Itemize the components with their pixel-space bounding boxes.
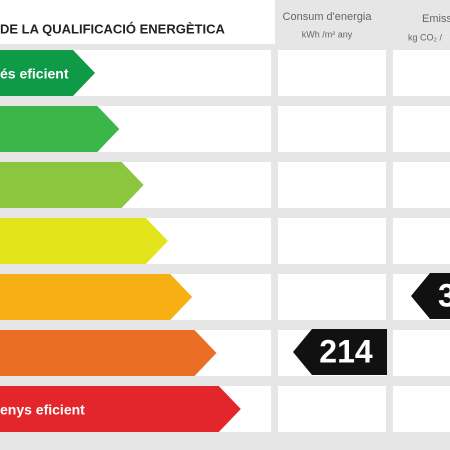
- rows: és eficient enys eficient: [0, 50, 450, 432]
- scale-label: és eficient: [0, 66, 69, 82]
- cell: [393, 50, 450, 96]
- rating-arrow: [293, 329, 387, 375]
- column-title: Consum d'energia: [283, 11, 373, 23]
- scale-label: enys eficient: [0, 402, 85, 418]
- class-arrow: [0, 330, 217, 376]
- cell: [393, 162, 450, 208]
- emissions-value: 3: [438, 277, 450, 313]
- cell: [278, 162, 386, 208]
- header-cell: [0, 0, 275, 44]
- cell: [393, 386, 450, 432]
- class-arrow: [0, 386, 241, 432]
- header-title: DE LA QUALIFICACIÓ ENERGÈTICA: [0, 21, 225, 36]
- class-arrow: [0, 162, 144, 208]
- class-arrow: [0, 218, 168, 264]
- cell: [393, 218, 450, 264]
- cell: [393, 106, 450, 152]
- cell: [278, 274, 386, 320]
- energy-value: 214: [319, 333, 373, 369]
- column-unit: kg CO₂ /: [408, 32, 443, 42]
- cell: [278, 50, 386, 96]
- cell: [278, 218, 386, 264]
- class-arrow: [0, 50, 95, 96]
- cell: [278, 106, 386, 152]
- cell: [278, 386, 386, 432]
- column-unit: kWh /m² any: [302, 29, 353, 39]
- class-arrow: [0, 274, 193, 320]
- cell: [393, 330, 450, 376]
- column-title: Emiss: [422, 13, 450, 25]
- class-arrow: [0, 106, 120, 152]
- rating-arrow: [411, 273, 450, 319]
